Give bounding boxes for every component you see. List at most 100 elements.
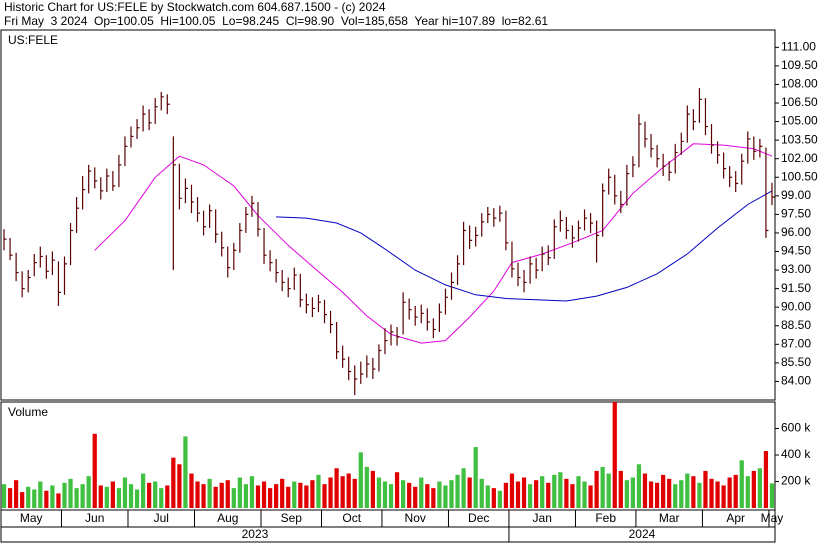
- y-tick-label: 100.50: [781, 169, 818, 183]
- volume-bar: [594, 470, 599, 508]
- y-tick-label: 99.00: [781, 188, 811, 202]
- volume-bar: [630, 477, 636, 508]
- chart-title: Historic Chart for US:FELE by Stockwatch…: [4, 0, 386, 14]
- x-tick-label: Oct: [342, 511, 361, 525]
- volume-bar: [401, 480, 406, 508]
- y-tick-label: 111.00: [781, 39, 816, 53]
- volume-bar: [467, 477, 472, 508]
- volume-bar: [20, 492, 25, 508]
- y-tick-label: 87.00: [781, 336, 811, 350]
- y-tick-label: 96.00: [781, 225, 811, 239]
- volume-bar: [86, 476, 91, 508]
- volume-bar: [455, 474, 460, 508]
- volume-bar: [316, 474, 321, 508]
- volume-bar: [673, 484, 678, 508]
- x-tick-label: Sep: [281, 511, 303, 525]
- x-tick-label: Feb: [595, 511, 616, 525]
- volume-bar: [503, 482, 509, 508]
- volume-bar: [159, 488, 164, 508]
- volume-bar: [255, 485, 261, 508]
- volume-bar: [763, 451, 769, 508]
- volume-bar: [461, 468, 466, 508]
- volume-bar: [721, 485, 726, 508]
- volume-bar: [249, 476, 255, 508]
- volume-bar: [165, 485, 170, 508]
- volume-bar: [600, 466, 605, 508]
- y-tick-label: 97.50: [781, 207, 811, 221]
- volume-bar: [213, 486, 218, 508]
- volume-bar: [703, 470, 708, 508]
- volume-bar: [491, 488, 496, 508]
- volume-bar: [304, 485, 309, 508]
- volume-bar: [527, 484, 533, 508]
- y-tick-label: 108.00: [781, 77, 818, 91]
- volume-bar: [274, 484, 279, 508]
- volume-bar: [497, 490, 502, 508]
- volume-bar: [376, 477, 382, 508]
- volume-bar: [757, 468, 762, 508]
- volume-bar: [515, 481, 521, 508]
- volume-bar: [62, 482, 67, 508]
- volume-bar: [261, 481, 267, 508]
- volume-bar: [201, 484, 206, 508]
- volume-bar: [709, 478, 714, 508]
- volume-bar: [624, 480, 629, 508]
- volume-bar: [32, 489, 37, 508]
- volume-bar: [104, 486, 109, 508]
- volume-tick-label: 400 k: [781, 447, 811, 461]
- volume-bar: [286, 486, 291, 508]
- y-tick-label: 84.00: [781, 374, 811, 388]
- volume-bar: [733, 474, 738, 508]
- volume-bar: [267, 488, 273, 508]
- volume-bar: [110, 481, 115, 508]
- y-tick-label: 105.00: [781, 114, 818, 128]
- x-tick-label: Apr: [726, 511, 745, 525]
- volume-bar: [183, 436, 188, 508]
- y-tick-label: 102.00: [781, 151, 818, 165]
- volume-bar: [382, 481, 388, 508]
- volume-bar: [425, 484, 430, 508]
- volume-bar: [14, 480, 19, 508]
- volume-bar: [68, 478, 73, 508]
- volume-bar: [292, 481, 297, 508]
- volume-bar: [243, 484, 249, 508]
- volume-bar: [564, 478, 569, 508]
- volume-bar: [485, 485, 490, 508]
- volume-bar: [642, 473, 648, 508]
- volume-bar: [370, 470, 375, 508]
- volume-bar: [364, 466, 369, 508]
- volume-bar: [322, 484, 327, 508]
- volume-bar: [92, 433, 97, 508]
- volume-bar: [473, 447, 478, 508]
- volume-bar: [582, 481, 587, 508]
- volume-bar: [739, 460, 744, 508]
- volume-bar: [697, 482, 702, 508]
- x-tick-label: Dec: [468, 511, 489, 525]
- volume-bar: [431, 488, 436, 508]
- y-tick-label: 85.50: [781, 355, 811, 369]
- volume-bar: [679, 480, 684, 508]
- volume-bar: [153, 481, 158, 508]
- volume-bar: [280, 478, 285, 508]
- volume-bar: [334, 468, 339, 508]
- volume-bar: [1, 484, 7, 508]
- volume-bar: [449, 480, 454, 508]
- volume-bar: [50, 485, 55, 508]
- y-tick-label: 90.00: [781, 299, 811, 313]
- volume-bar: [540, 476, 545, 508]
- y-tick-label: 88.50: [781, 318, 811, 332]
- volume-bar: [715, 481, 720, 508]
- volume-bar: [177, 464, 182, 508]
- chart-subtitle: Fri May 3 2024 Op=100.05 Hi=100.05 Lo=98…: [4, 14, 548, 28]
- volume-bar: [751, 470, 756, 508]
- volume-bar: [407, 482, 412, 508]
- volume-bar: [576, 476, 581, 508]
- volume-bar: [419, 477, 424, 508]
- x-tick-label: Nov: [405, 511, 426, 525]
- volume-tick-label: 200 k: [781, 474, 811, 488]
- volume-bar: [691, 476, 696, 508]
- y-tick-label: 94.50: [781, 244, 811, 258]
- volume-bar: [552, 474, 557, 508]
